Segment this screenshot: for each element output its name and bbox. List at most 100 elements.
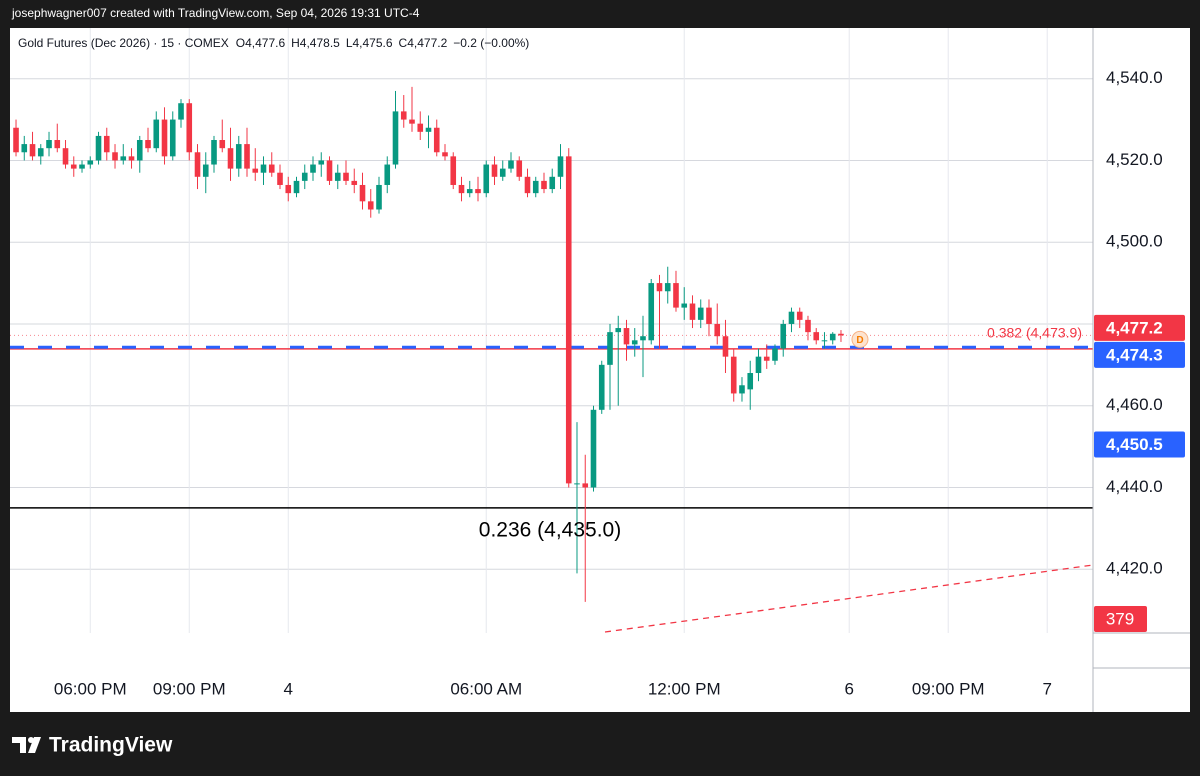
candle-body (301, 172, 308, 181)
candle-body (788, 311, 795, 324)
candle-body (37, 148, 44, 157)
candle-body (656, 283, 663, 292)
candle-body (598, 364, 605, 410)
candle-body (829, 333, 836, 341)
trend-line (604, 564, 1094, 633)
candle-body (293, 180, 300, 194)
candle-body (673, 283, 679, 308)
candle-body (739, 385, 745, 394)
candle-body (343, 172, 349, 181)
candle-body (648, 283, 655, 341)
candle-body (607, 332, 613, 365)
candle-body (359, 184, 366, 202)
legend-item: O4,477.6 (236, 36, 286, 50)
candle-body (433, 127, 440, 153)
legend-item: −0.2 (−0.00%) (453, 36, 529, 50)
candle-body (153, 119, 160, 149)
x-tick-label: 6 (844, 679, 853, 698)
y-tick-label: 4,500.0 (1106, 232, 1163, 251)
price-tag-label: 4,477.2 (1106, 318, 1163, 337)
candle-body (722, 336, 729, 357)
candle-body (62, 148, 69, 165)
candle-body (326, 160, 333, 181)
candle-body (367, 201, 374, 210)
price-tag-label: 4,474.3 (1106, 345, 1163, 364)
attribution: josephwagner007 created with TradingView… (11, 6, 420, 20)
candle-body (186, 103, 193, 153)
price-axis: 4,420.04,440.04,460.04,480.04,500.04,520… (54, 28, 1190, 712)
candle-body (475, 189, 481, 194)
candle-body (219, 140, 226, 149)
candle-body (631, 340, 638, 345)
price-tag (1094, 314, 1185, 341)
fib-label: 0.236 (4,435.0) (479, 518, 621, 541)
candle-body (574, 483, 580, 485)
candle-body (244, 144, 250, 169)
candle-body (351, 180, 358, 185)
x-tick-label: 06:00 AM (450, 679, 522, 698)
candle-body (813, 332, 820, 341)
candle-body (590, 409, 597, 488)
candle-body (524, 176, 531, 194)
candle-body (557, 156, 564, 177)
y-tick-label: 4,460.0 (1106, 395, 1163, 414)
candle-body (400, 111, 407, 120)
candle-body (805, 319, 811, 333)
candle-body (54, 140, 61, 149)
brand-logo: TradingView (12, 734, 173, 757)
candle-body (821, 340, 828, 342)
candle-body (376, 184, 382, 210)
price-tag (1094, 431, 1185, 458)
candle-body (466, 189, 473, 194)
candle-body (491, 164, 498, 177)
candle-body (21, 144, 28, 153)
y-tick-label: 4,420.0 (1106, 559, 1163, 578)
candle-body (549, 176, 556, 190)
candle-body (161, 119, 168, 157)
candle-body (178, 103, 184, 120)
candle-body (425, 127, 432, 132)
candle-body (755, 356, 762, 374)
candle-body (516, 160, 523, 177)
candle-body (532, 180, 539, 194)
logo-dot (28, 737, 34, 743)
candle-body (565, 156, 572, 484)
candle-body (450, 156, 457, 185)
x-tick-label: 09:00 PM (912, 679, 985, 698)
fib-label: 0.382 (4,473.9) (987, 325, 1082, 341)
legend-item: L4,475.6 (346, 36, 393, 50)
candles (13, 86, 844, 602)
candle-body (417, 123, 424, 132)
trend-tag-label: 379 (1106, 609, 1134, 628)
candle-body (689, 303, 696, 320)
candle-body (277, 172, 283, 185)
candle-body (763, 356, 770, 361)
x-tick-label: 09:00 PM (153, 679, 226, 698)
candle-body (13, 127, 19, 153)
candle-body (780, 323, 787, 349)
candle-body (499, 168, 506, 177)
x-tick-label: 06:00 PM (54, 679, 127, 698)
candle-body (252, 168, 259, 173)
x-tick-label: 12:00 PM (648, 679, 721, 698)
candle-body (730, 356, 737, 394)
labels: 0.382 (4,473.9) 0.236 (4,435.0) D Gold Futu… (18, 36, 1082, 541)
price-tag (1094, 341, 1185, 368)
candle-body (582, 483, 589, 488)
candle-body (664, 283, 671, 292)
candle-body (136, 140, 143, 161)
candle-body (714, 323, 721, 337)
candle-body (409, 119, 415, 124)
grid (10, 28, 1093, 633)
candle-body (87, 160, 94, 165)
candle-body (706, 307, 712, 324)
y-tick-label: 4,540.0 (1106, 68, 1163, 87)
y-tick-label: 4,520.0 (1106, 150, 1163, 169)
candle-body (483, 164, 490, 194)
legend-item: H4,478.5 (291, 36, 340, 50)
x-tick-label: 7 (1042, 679, 1051, 698)
candle-body (46, 140, 52, 149)
candle-body (458, 184, 465, 194)
